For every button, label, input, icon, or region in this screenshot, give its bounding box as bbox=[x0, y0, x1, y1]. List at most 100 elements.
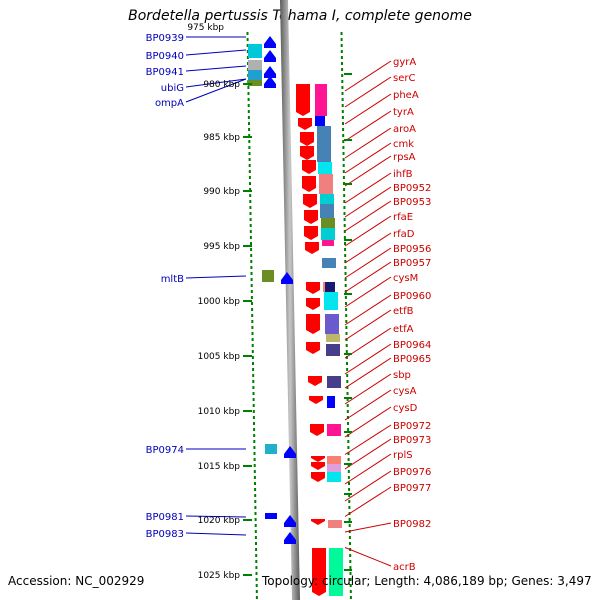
gene-block-right bbox=[327, 376, 341, 388]
track-dot bbox=[248, 170, 251, 173]
leader-line bbox=[344, 406, 392, 438]
gene-block-right bbox=[321, 218, 335, 228]
track-dot bbox=[253, 464, 256, 467]
forward-gene-arrow bbox=[284, 515, 296, 527]
track-dot bbox=[250, 242, 252, 245]
leader-line bbox=[344, 470, 392, 502]
scale-tick-label: 1000 kbp bbox=[198, 297, 241, 307]
track-dot bbox=[344, 278, 347, 281]
gene-block-right bbox=[328, 520, 342, 528]
track-dot bbox=[251, 350, 254, 353]
scale-tick-label: 1020 kbp bbox=[198, 516, 241, 526]
track-dot bbox=[349, 578, 352, 581]
gene-label-ompA: ompA bbox=[155, 98, 184, 109]
leader-line bbox=[185, 65, 247, 72]
track-dot bbox=[252, 410, 255, 413]
track-dot bbox=[255, 566, 258, 569]
track-dot bbox=[249, 236, 252, 239]
topology-label: Topology: circular; Length: 4,086,189 bp… bbox=[262, 574, 592, 588]
track-dot bbox=[247, 86, 250, 89]
reverse-gene-arrow bbox=[302, 176, 316, 192]
track-dot bbox=[247, 92, 250, 95]
track-dot bbox=[248, 164, 251, 167]
reverse-gene-arrow bbox=[305, 242, 319, 254]
gene-label-ihfB: ihfB bbox=[393, 169, 413, 180]
gene-block-left bbox=[265, 513, 277, 519]
track-dot bbox=[343, 212, 346, 215]
track-dot bbox=[251, 356, 254, 359]
scale-tick-label: 985 kbp bbox=[203, 133, 240, 143]
leader-line bbox=[344, 76, 392, 108]
track-dot bbox=[346, 416, 349, 419]
track-dot bbox=[346, 362, 348, 365]
track-dot bbox=[344, 266, 347, 269]
reverse-gene-arrow bbox=[298, 118, 312, 130]
leader-line bbox=[344, 522, 392, 533]
track-dot bbox=[254, 530, 257, 533]
gene-label-etfB: etfB bbox=[393, 306, 414, 317]
track-dot bbox=[343, 224, 346, 227]
track-dot bbox=[255, 578, 258, 581]
reverse-gene-arrow bbox=[311, 462, 325, 470]
gene-block-right bbox=[315, 116, 325, 126]
track-dot bbox=[246, 38, 249, 41]
forward-gene-arrow bbox=[264, 76, 276, 88]
leader-line bbox=[344, 261, 392, 293]
gene-block-right bbox=[319, 174, 333, 194]
track-dot bbox=[344, 254, 347, 257]
gene-block-right bbox=[327, 424, 341, 436]
track-dot bbox=[342, 176, 345, 179]
track-dot bbox=[253, 440, 256, 443]
leader-line bbox=[344, 276, 392, 308]
leader-line bbox=[344, 127, 392, 159]
track-dot bbox=[347, 446, 350, 449]
track-dot bbox=[342, 128, 345, 131]
scale-tick-label-partial: 975 kbp bbox=[187, 23, 224, 33]
track-dot bbox=[347, 440, 350, 443]
track-dot bbox=[341, 62, 343, 65]
track-dot bbox=[347, 428, 350, 431]
forward-gene-arrow bbox=[264, 66, 276, 78]
track-dot bbox=[349, 566, 352, 569]
gene-block-right bbox=[327, 456, 341, 464]
track-dot bbox=[344, 272, 347, 275]
leader-line bbox=[344, 93, 392, 125]
leader-line bbox=[344, 155, 392, 187]
track-dot bbox=[255, 590, 258, 593]
track-dot bbox=[255, 560, 258, 563]
track-dot bbox=[247, 98, 250, 101]
map-title: Bordetella pertussis Tohama I, complete … bbox=[128, 8, 472, 24]
gene-label-serC: serC bbox=[393, 73, 415, 84]
track-dot bbox=[343, 194, 346, 197]
reverse-gene-arrow bbox=[306, 282, 320, 294]
gene-label-BP0941: BP0941 bbox=[146, 67, 184, 78]
leader-line bbox=[344, 424, 392, 455]
track-dot bbox=[349, 554, 352, 557]
gene-block-left bbox=[262, 270, 274, 282]
track-dot bbox=[252, 404, 255, 407]
track-dot bbox=[251, 314, 254, 317]
track-dot bbox=[250, 254, 253, 257]
gene-label-BP0953: BP0953 bbox=[393, 197, 431, 208]
track-dot bbox=[343, 188, 346, 191]
scale-tick-label: 995 kbp bbox=[203, 242, 240, 252]
accession-label: Accession: NC_002929 bbox=[8, 574, 145, 588]
track-dot bbox=[252, 398, 255, 401]
track-dot bbox=[247, 116, 250, 119]
track-dot bbox=[252, 380, 255, 383]
scale-tick-label: 990 kbp bbox=[203, 187, 240, 197]
leader-line bbox=[344, 373, 392, 405]
track-dot bbox=[250, 260, 253, 263]
track-dot bbox=[254, 512, 257, 515]
track-dot bbox=[345, 302, 347, 305]
track-dot bbox=[342, 122, 344, 125]
track-dot bbox=[347, 422, 349, 425]
track-dot bbox=[252, 362, 254, 365]
scale-tick-label: 1010 kbp bbox=[198, 407, 241, 417]
track-dot bbox=[253, 434, 256, 437]
gene-block-right bbox=[320, 204, 334, 218]
reverse-gene-arrow bbox=[309, 396, 323, 404]
track-dot bbox=[345, 320, 348, 323]
gene-block-right bbox=[321, 228, 335, 240]
gene-block-right bbox=[320, 194, 334, 204]
